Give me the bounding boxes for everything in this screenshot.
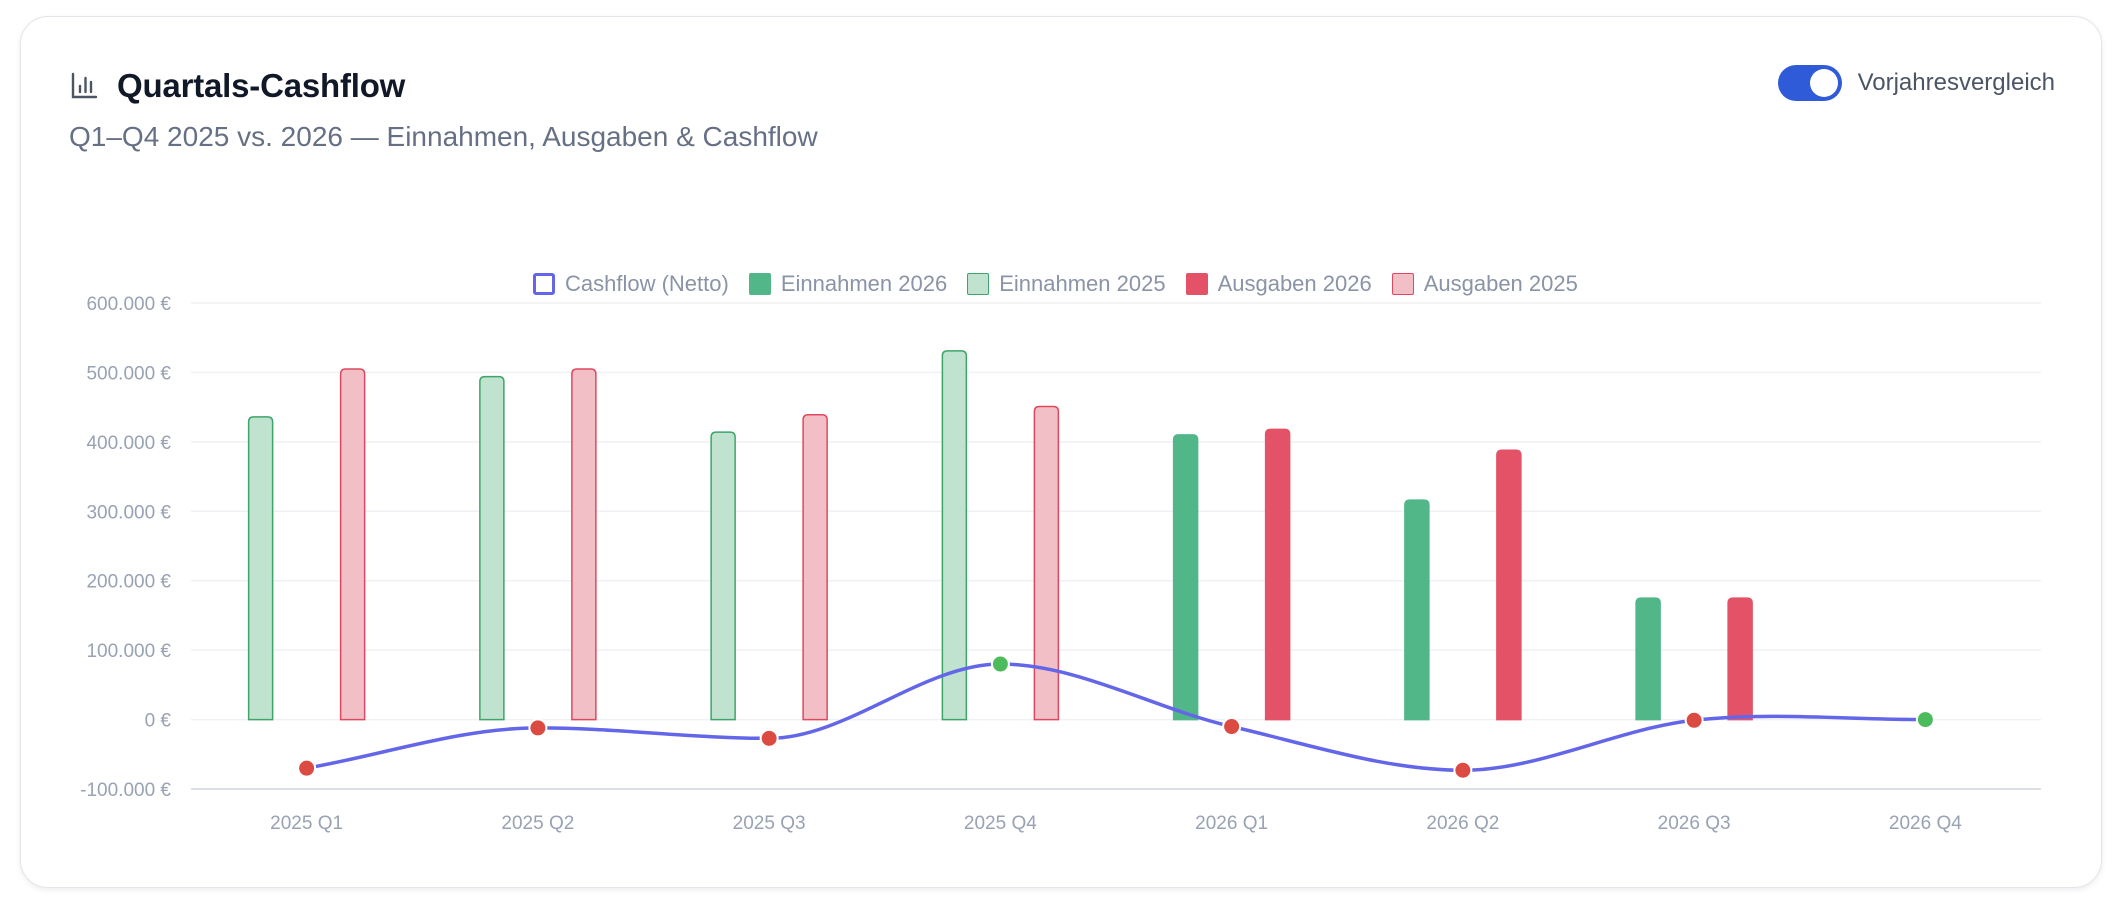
y-tick-label: 200.000 € — [86, 572, 171, 593]
toggle-label: Vorjahresvergleich — [1857, 69, 2055, 96]
y-tick-label: 0 € — [145, 711, 172, 732]
expense-bar — [1496, 449, 1522, 721]
cashflow-chart: 600.000 € 500.000 € 400.000 € 300.000 € 200.… — [80, 294, 2041, 834]
y-tick-label: 600.000 € — [86, 294, 171, 315]
income-bar — [1635, 597, 1661, 721]
x-tick-label: 2026 Q3 — [1658, 813, 1731, 834]
card-header: Quartals-Cashflow — [69, 67, 405, 105]
expense-bar — [802, 414, 828, 721]
legend-label: Ausgaben 2026 — [1217, 271, 1372, 296]
cashflow-line — [306, 662, 1926, 773]
income-bar — [710, 431, 736, 721]
y-tick-label: 500.000 € — [86, 363, 171, 384]
expense-bar — [1033, 405, 1060, 721]
legend-item[interactable]: Cashflow (Netto) — [533, 271, 729, 297]
legend-label: Ausgaben 2025 — [1423, 271, 1578, 296]
x-tick-label: 2026 Q1 — [1195, 813, 1268, 834]
cashflow-point — [528, 718, 548, 738]
cashflow-point — [1915, 710, 1935, 730]
cashflow-point — [1684, 710, 1704, 730]
cashflow-point — [297, 758, 317, 778]
y-tick-label: 300.000 € — [86, 502, 171, 523]
legend-item[interactable]: Einnahmen 2026 — [748, 271, 948, 297]
cashflow-point — [990, 654, 1010, 674]
card-subtitle: Q1–Q4 2025 vs. 2026 — Einnahmen, Ausgabe… — [69, 121, 818, 152]
legend-label: Einnahmen 2026 — [780, 271, 948, 296]
legend-item[interactable]: Ausgaben 2026 — [1185, 271, 1372, 297]
comparison-toggle[interactable]: Vorjahresvergleich — [1777, 65, 2055, 101]
legend-swatch — [1185, 273, 1208, 295]
legend-swatch — [967, 273, 990, 295]
x-tick-label: 2026 Q4 — [1889, 813, 1962, 834]
cashflow-card: Quartals-Cashflow Q1–Q4 2025 vs. 2026 — … — [20, 16, 2102, 888]
x-tick-label: 2025 Q4 — [964, 813, 1037, 834]
x-tick-label: 2025 Q3 — [733, 813, 806, 834]
income-bar — [479, 375, 505, 721]
expense-bar — [339, 368, 366, 721]
expense-bar — [1727, 597, 1753, 721]
expense-bar — [1264, 428, 1291, 721]
income-bar — [1404, 499, 1430, 721]
bar-chart-icon — [71, 72, 98, 99]
cashflow-point — [1222, 717, 1242, 737]
cashflow-point — [759, 728, 779, 748]
y-tick-label: 400.000 € — [86, 433, 171, 454]
income-bar — [941, 350, 968, 721]
legend-label: Cashflow (Netto) — [565, 271, 729, 296]
expense-bar — [571, 368, 597, 721]
toggle-switch[interactable] — [1777, 65, 1842, 101]
y-tick-label: -100.000 € — [80, 780, 171, 801]
toggle-knob — [1809, 69, 1838, 97]
x-tick-label: 2026 Q2 — [1426, 813, 1499, 834]
income-bar — [247, 416, 274, 721]
card-title: Quartals-Cashflow — [117, 67, 406, 104]
income-bar — [1172, 434, 1199, 721]
y-tick-label: 100.000 € — [86, 641, 171, 662]
legend-item[interactable]: Einnahmen 2025 — [967, 271, 1166, 297]
legend-label: Einnahmen 2025 — [999, 271, 1166, 296]
cashflow-point — [1453, 760, 1473, 780]
legend-swatch — [533, 273, 555, 295]
x-tick-label: 2025 Q2 — [501, 813, 574, 834]
legend-item[interactable]: Ausgaben 2025 — [1391, 271, 1578, 297]
legend-swatch — [748, 273, 771, 295]
legend-swatch — [1391, 273, 1414, 295]
x-tick-label: 2025 Q1 — [270, 813, 343, 834]
chart-legend: Cashflow (Netto) Einnahmen 2026 Einnahmen … — [533, 271, 1578, 297]
